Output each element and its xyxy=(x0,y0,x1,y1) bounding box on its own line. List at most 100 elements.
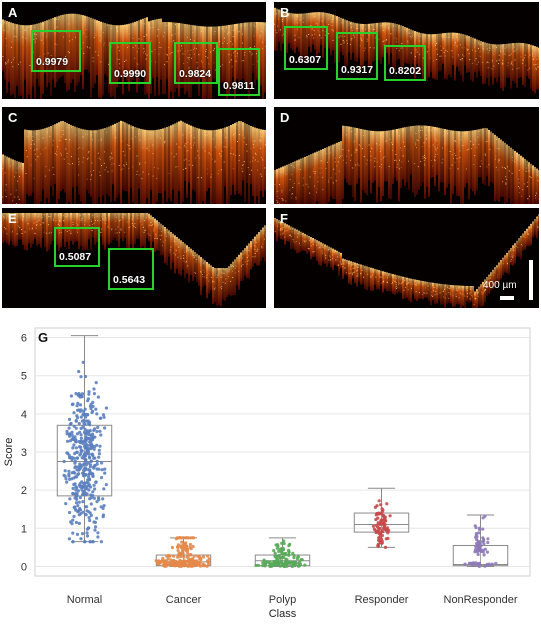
data-point xyxy=(81,485,85,489)
data-point xyxy=(191,544,195,549)
data-point xyxy=(68,422,72,426)
data-point xyxy=(96,395,100,399)
data-point xyxy=(70,402,74,407)
panel-letter-g: G xyxy=(38,330,48,345)
data-point xyxy=(72,514,76,519)
data-point xyxy=(476,547,480,551)
data-point xyxy=(73,492,77,496)
data-point xyxy=(91,435,95,439)
data-point xyxy=(73,505,77,509)
data-point xyxy=(261,561,265,565)
data-point xyxy=(95,462,99,466)
data-point xyxy=(67,537,71,541)
data-point xyxy=(92,496,96,500)
data-point xyxy=(95,429,99,434)
data-point xyxy=(157,561,161,566)
panel-letter-b: B xyxy=(280,5,290,20)
roi-score: 0.9317 xyxy=(341,64,374,76)
data-point xyxy=(78,482,82,486)
data-point xyxy=(78,393,83,397)
data-point xyxy=(264,561,268,565)
data-point xyxy=(78,507,82,511)
data-point xyxy=(84,415,88,419)
roi-score: 0.5643 xyxy=(113,274,146,286)
data-point xyxy=(81,471,85,475)
data-point xyxy=(77,369,81,374)
data-point xyxy=(81,500,85,504)
data-point xyxy=(86,484,90,488)
data-point xyxy=(98,429,102,433)
data-point xyxy=(74,495,78,499)
x-tick-label: Responder xyxy=(355,594,409,606)
data-point xyxy=(78,403,83,407)
data-point xyxy=(92,447,96,451)
data-point xyxy=(89,485,93,489)
data-point xyxy=(482,539,486,543)
data-point xyxy=(375,511,379,516)
data-point xyxy=(88,518,92,523)
data-point xyxy=(65,480,69,484)
data-point xyxy=(67,432,71,436)
data-point xyxy=(374,523,379,528)
data-point xyxy=(84,439,88,443)
data-point xyxy=(75,432,79,436)
data-point xyxy=(87,392,91,396)
data-point xyxy=(75,456,79,460)
roi-score: 0.9811 xyxy=(223,80,255,92)
data-point xyxy=(292,562,296,566)
data-point xyxy=(482,542,486,546)
data-point xyxy=(376,516,380,520)
data-point xyxy=(95,459,99,463)
data-point xyxy=(176,548,180,553)
data-point xyxy=(89,459,93,463)
data-point xyxy=(286,560,290,564)
data-point xyxy=(99,416,103,420)
data-point xyxy=(83,374,88,379)
roi-box: 0.6307 xyxy=(284,26,328,70)
data-point xyxy=(100,461,104,465)
data-point xyxy=(374,529,378,533)
data-point xyxy=(64,477,68,481)
data-point xyxy=(463,562,467,566)
data-point xyxy=(71,492,75,496)
data-point xyxy=(280,541,284,545)
data-point xyxy=(186,536,190,540)
panel-letter-c: C xyxy=(8,110,18,125)
data-point xyxy=(93,487,97,491)
data-point xyxy=(78,441,83,445)
data-point xyxy=(79,415,83,419)
data-point xyxy=(486,537,490,541)
data-point xyxy=(288,542,292,546)
oct-tissue-image xyxy=(274,7,539,94)
data-point xyxy=(99,540,103,544)
data-point xyxy=(384,537,388,541)
roi-box: 0.9979 xyxy=(31,30,81,72)
data-point xyxy=(474,534,478,538)
data-point xyxy=(179,544,183,548)
data-point xyxy=(76,504,80,508)
data-point xyxy=(85,449,89,453)
roi-score: 0.9979 xyxy=(36,56,69,68)
data-point xyxy=(386,531,390,535)
data-point xyxy=(91,432,95,436)
data-point xyxy=(206,554,210,558)
roi-score: 0.9824 xyxy=(179,68,212,80)
data-point xyxy=(185,544,189,548)
data-point xyxy=(65,439,70,443)
data-point xyxy=(69,394,73,398)
data-point xyxy=(186,559,190,563)
data-point xyxy=(380,533,384,538)
data-point xyxy=(276,563,280,567)
data-point xyxy=(86,468,90,472)
data-point xyxy=(68,497,72,501)
data-point xyxy=(165,559,169,563)
data-point xyxy=(83,444,87,448)
data-point xyxy=(94,381,98,385)
data-point xyxy=(70,477,74,481)
data-point xyxy=(189,547,193,551)
oct-panel-d: D xyxy=(274,107,539,204)
y-tick-label: 4 xyxy=(21,409,27,421)
data-point xyxy=(481,536,485,540)
roi-score: 0.5087 xyxy=(59,251,92,263)
data-point xyxy=(84,513,88,517)
